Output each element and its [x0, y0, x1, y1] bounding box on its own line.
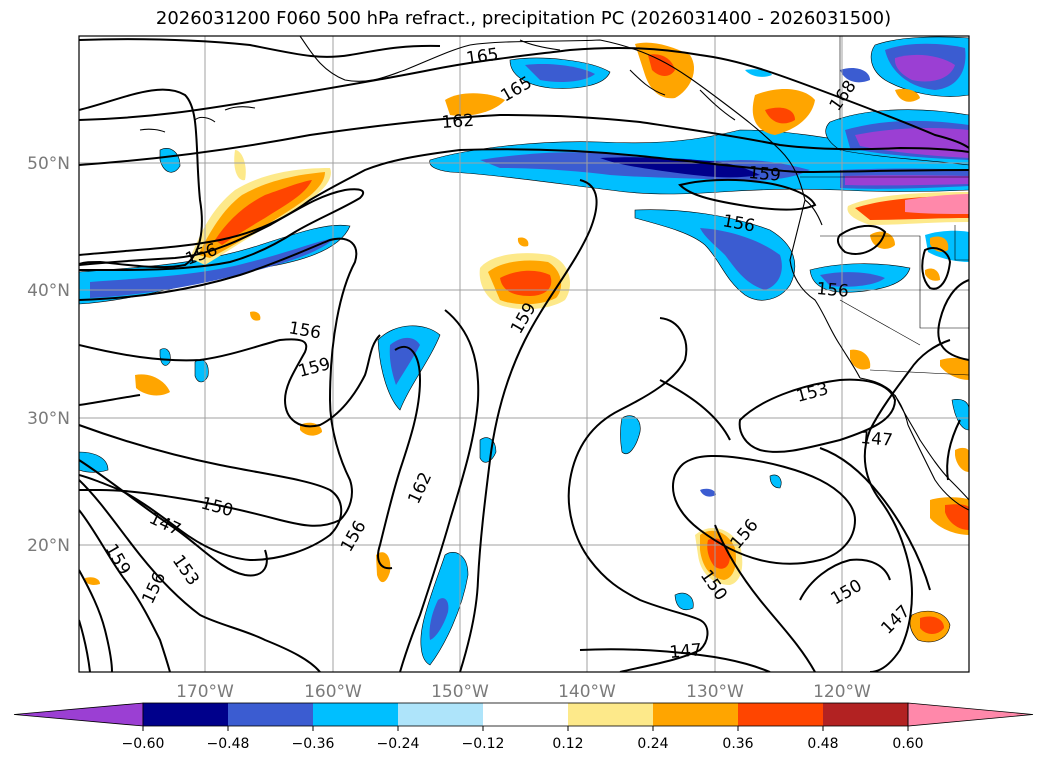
- colorbar-label: −0.48: [207, 736, 250, 752]
- lon-label-130w: 130°W: [686, 682, 744, 702]
- colorbar-swatch: [143, 703, 228, 726]
- colorbar-label: 0.36: [722, 736, 753, 752]
- contour-label: 147: [669, 640, 703, 663]
- state-borders: [800, 36, 969, 376]
- colorbar-extend-right: [907, 702, 1034, 727]
- lon-label-150w: 150°W: [431, 682, 489, 702]
- contour-label: 159: [748, 163, 782, 186]
- map-title: 2026031200 F060 500 hPa refract., precip…: [155, 8, 892, 29]
- colorbar-swatch: [653, 703, 738, 726]
- colorbar-label: −0.36: [292, 736, 335, 752]
- colorbar-label: 0.12: [552, 736, 583, 752]
- colorbar-swatch: [568, 703, 653, 726]
- lon-label-160w: 160°W: [304, 682, 362, 702]
- latitude-labels: 50°N 40°N 30°N 20°N: [27, 154, 70, 556]
- lat-label-40n: 40°N: [27, 281, 70, 301]
- colorbar-swatch: [483, 703, 568, 726]
- colorbar-label: 0.60: [892, 736, 923, 752]
- contours: [79, 38, 969, 672]
- coastlines: [139, 36, 969, 511]
- contour-label: 165: [465, 45, 500, 69]
- colorbar-labels: −0.60 −0.48 −0.36 −0.24 −0.12 0.12 0.24 0.36 0.4…: [122, 726, 924, 752]
- map-frame: [78, 35, 970, 673]
- colorbar-swatch: [823, 703, 908, 726]
- map-plot-area: 165 165 168 162 159 156 156 156 156 159 …: [79, 36, 969, 672]
- contour-label: 162: [441, 111, 475, 133]
- contour-label: 147: [860, 428, 894, 451]
- longitude-labels: 170°W 160°W 150°W 140°W 130°W 120°W: [176, 682, 871, 702]
- colorbar-label: −0.60: [122, 736, 165, 752]
- contour-label: 156: [816, 279, 850, 302]
- lat-label-20n: 20°N: [27, 536, 70, 556]
- colorbar-frame: [142, 702, 909, 727]
- colorbar-swatch: [228, 703, 313, 726]
- lon-label-120w: 120°W: [813, 682, 871, 702]
- colorbar-swatch: [738, 703, 823, 726]
- lon-label-140w: 140°W: [558, 682, 616, 702]
- colorbar-label: 0.24: [637, 736, 668, 752]
- colorbar-label: −0.24: [377, 736, 420, 752]
- lat-label-30n: 30°N: [27, 409, 70, 429]
- colorbar-label: 0.48: [807, 736, 838, 752]
- colorbar-swatch: [313, 703, 398, 726]
- colorbar-label: −0.12: [462, 736, 505, 752]
- colorbar: [13, 702, 1034, 727]
- lon-label-170w: 170°W: [176, 682, 234, 702]
- colorbar-extend-left: [13, 702, 144, 727]
- colorbar-swatch: [398, 703, 483, 726]
- lat-label-50n: 50°N: [27, 154, 70, 174]
